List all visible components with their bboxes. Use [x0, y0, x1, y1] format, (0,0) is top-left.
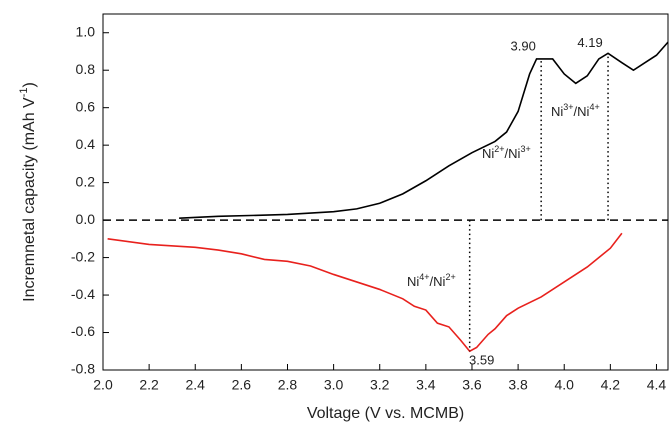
- x-tick-label: 4.2: [601, 377, 621, 393]
- redox-text: /Ni: [574, 104, 590, 119]
- y-tick-label: 0.8: [76, 61, 96, 77]
- redox-sup: 3+: [563, 102, 573, 112]
- redox-text: /Ni: [430, 274, 446, 289]
- redox-text: /Ni: [505, 146, 521, 161]
- series-line: [179, 41, 669, 220]
- x-tick-label: 2.2: [139, 377, 159, 393]
- y-tick-label: -0.2: [71, 248, 95, 264]
- x-tick-label: 3.8: [508, 377, 528, 393]
- y-label-end: ): [21, 82, 38, 87]
- y-label-text: Incremnetal capacity (mAh V: [21, 97, 38, 302]
- peak-label: 3.90: [511, 38, 536, 53]
- redox-sup: 4+: [419, 272, 429, 282]
- y-tick-label: 0.0: [76, 211, 96, 227]
- x-tick-label: 3.4: [416, 377, 436, 393]
- redox-text: Ni: [482, 146, 494, 161]
- y-tick-label: 0.4: [76, 136, 96, 152]
- x-tick-label: 4.0: [554, 377, 574, 393]
- plot-frame: [102, 13, 669, 371]
- redox-label: Ni4+/Ni2+: [407, 272, 456, 289]
- y-tick-label: -0.6: [71, 323, 95, 339]
- redox-sup: 4+: [589, 102, 599, 112]
- y-tick-label: 0.2: [76, 173, 96, 189]
- x-tick-label: 4.4: [647, 377, 667, 393]
- y-tick-label: -0.4: [71, 286, 95, 302]
- y-tick-label: 0.6: [76, 98, 96, 114]
- x-axis-label: Voltage (V vs. MCMB): [307, 405, 464, 422]
- redox-text: Ni: [551, 104, 563, 119]
- peak-label: 3.59: [469, 353, 494, 368]
- redox-sup: 3+: [520, 144, 530, 154]
- x-tick-label: 3.2: [370, 377, 390, 393]
- x-tick-label: 2.0: [93, 377, 113, 393]
- y-tick-label: -0.8: [71, 361, 95, 377]
- redox-sup: 2+: [445, 272, 455, 282]
- x-tick-label: 2.6: [232, 377, 252, 393]
- redox-label: Ni3+/Ni4+: [551, 102, 600, 119]
- peak-label: 4.19: [577, 35, 602, 50]
- y-label-sup: -1: [18, 88, 30, 98]
- x-tick-label: 2.4: [186, 377, 206, 393]
- redox-label: Ni2+/Ni3+: [482, 144, 531, 161]
- redox-text: Ni: [407, 274, 419, 289]
- x-tick-label: 3.6: [462, 377, 482, 393]
- y-axis-label: Incremnetal capacity (mAh V-1): [18, 82, 38, 302]
- redox-sup: 2+: [494, 144, 504, 154]
- x-tick-label: 2.8: [278, 377, 298, 393]
- x-tick-label: 3.0: [324, 377, 344, 393]
- series-line: [107, 232, 623, 353]
- y-tick-label: 1.0: [76, 23, 96, 39]
